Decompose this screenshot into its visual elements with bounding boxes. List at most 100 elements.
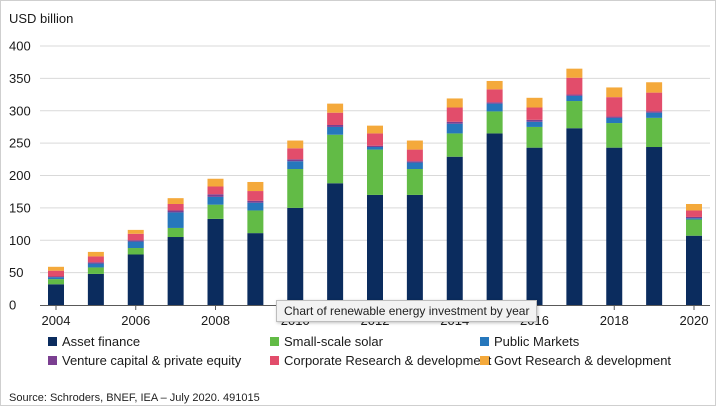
- bar-segment: [606, 123, 623, 148]
- bar-segment: [327, 183, 344, 305]
- y-axis-ticks: 0 50 100 150 200 250 300 350 400: [9, 39, 31, 313]
- bar-segment: [48, 270, 64, 277]
- bar-segment: [287, 159, 304, 162]
- bar-segment: [367, 145, 383, 148]
- bar-segment: [167, 210, 184, 213]
- bar-segment: [367, 125, 383, 134]
- bar-segment: [606, 97, 623, 117]
- bar-segment: [207, 186, 224, 195]
- bar-segment: [327, 134, 344, 184]
- bar-stack-2017: [566, 68, 583, 305]
- bar-segment: [606, 87, 623, 98]
- bar-segment: [127, 240, 144, 242]
- y-tick-label: 100: [9, 233, 31, 248]
- bar-stack-2015: [486, 80, 503, 305]
- bar-segment: [566, 77, 583, 95]
- legend-swatch: [270, 337, 279, 346]
- bar-segment: [207, 178, 224, 187]
- bar-segment: [127, 248, 144, 255]
- bar-segment: [646, 112, 663, 118]
- bar-segment: [526, 126, 543, 148]
- bar-segment: [247, 233, 264, 305]
- bar-segment: [446, 123, 463, 134]
- bar-stack-2013: [406, 140, 423, 305]
- bar-segment: [247, 181, 264, 192]
- bar-segment: [526, 121, 543, 127]
- bar-segment: [367, 133, 383, 146]
- bar-segment: [127, 254, 144, 305]
- y-axis-title: USD billion: [9, 11, 74, 26]
- y-tick-label: 200: [9, 168, 31, 183]
- bar-segment: [686, 210, 702, 217]
- bar-stack-2018: [606, 87, 623, 305]
- source-note: Source: Schroders, BNEF, IEA – July 2020…: [9, 392, 260, 404]
- bar-segment: [87, 262, 104, 264]
- bar-segment: [406, 194, 423, 305]
- legend-swatch: [270, 356, 279, 365]
- bar-segment: [127, 241, 144, 249]
- legend-item: Govt Research & development: [480, 353, 671, 368]
- bar-segment: [606, 116, 623, 118]
- bar-segment: [87, 251, 104, 257]
- x-tick-label: 2006: [121, 313, 150, 328]
- bar-segment: [207, 194, 224, 197]
- bar-segment: [167, 227, 184, 238]
- bar-segment: [526, 119, 543, 122]
- bar-segment: [287, 169, 304, 208]
- x-tick-label: 2008: [201, 313, 230, 328]
- bar-segment: [48, 276, 64, 278]
- legend-item: Small-scale solar: [270, 334, 383, 349]
- bar-segment: [566, 101, 583, 129]
- bar-segment: [367, 194, 383, 305]
- bar-segment: [686, 203, 702, 211]
- bar-segment: [207, 196, 224, 205]
- y-tick-label: 400: [9, 39, 31, 54]
- x-tick-label: 2018: [600, 313, 629, 328]
- bar-segment: [486, 89, 503, 103]
- legend-label: Public Markets: [494, 334, 580, 349]
- bar-segment: [446, 107, 463, 122]
- x-tick-label: 2020: [680, 313, 709, 328]
- bar-segment: [486, 133, 503, 305]
- legend-label: Venture capital & private equity: [62, 353, 242, 368]
- bar-segment: [167, 237, 184, 305]
- bar-segment: [48, 279, 64, 285]
- legend-swatch: [48, 356, 57, 365]
- bar-segment: [247, 210, 264, 234]
- bar-segment: [87, 263, 104, 268]
- bar-segment: [526, 97, 543, 108]
- x-tick-label: 2004: [42, 313, 71, 328]
- bar-segment: [566, 95, 583, 102]
- bar-segment: [446, 133, 463, 157]
- legend-swatch: [48, 337, 57, 346]
- y-tick-label: 150: [9, 200, 31, 215]
- legend-label: Small-scale solar: [284, 334, 383, 349]
- legend-swatch: [480, 337, 489, 346]
- bar-segment: [446, 156, 463, 305]
- bar-segment: [127, 233, 144, 241]
- bar-segment: [526, 147, 543, 305]
- bar-segment: [646, 82, 663, 93]
- bar-segment: [606, 147, 623, 305]
- bar-stack-2012: [367, 125, 383, 305]
- bar-segment: [327, 103, 344, 113]
- legend-label: Asset finance: [62, 334, 141, 349]
- bar-segment: [566, 94, 583, 96]
- bar-stack-2020: [686, 203, 702, 305]
- bar-segment: [486, 102, 503, 104]
- bar-stack-2009: [247, 181, 264, 305]
- bar-stack-2006: [127, 229, 144, 305]
- legend-item: Venture capital & private equity: [48, 353, 241, 368]
- bar-stack-2008: [207, 178, 224, 305]
- bar-segment: [48, 266, 64, 271]
- bar-stack-2011: [327, 103, 344, 305]
- bar-segment: [486, 103, 503, 112]
- bar-segment: [646, 117, 663, 148]
- bar-stack-2016: [526, 97, 543, 305]
- bar-segment: [646, 92, 663, 112]
- bar-segment: [446, 98, 463, 108]
- bar-segment: [87, 273, 104, 305]
- bar-segment: [48, 284, 64, 305]
- bar-segment: [367, 147, 383, 150]
- legend-item: Public Markets: [480, 334, 579, 349]
